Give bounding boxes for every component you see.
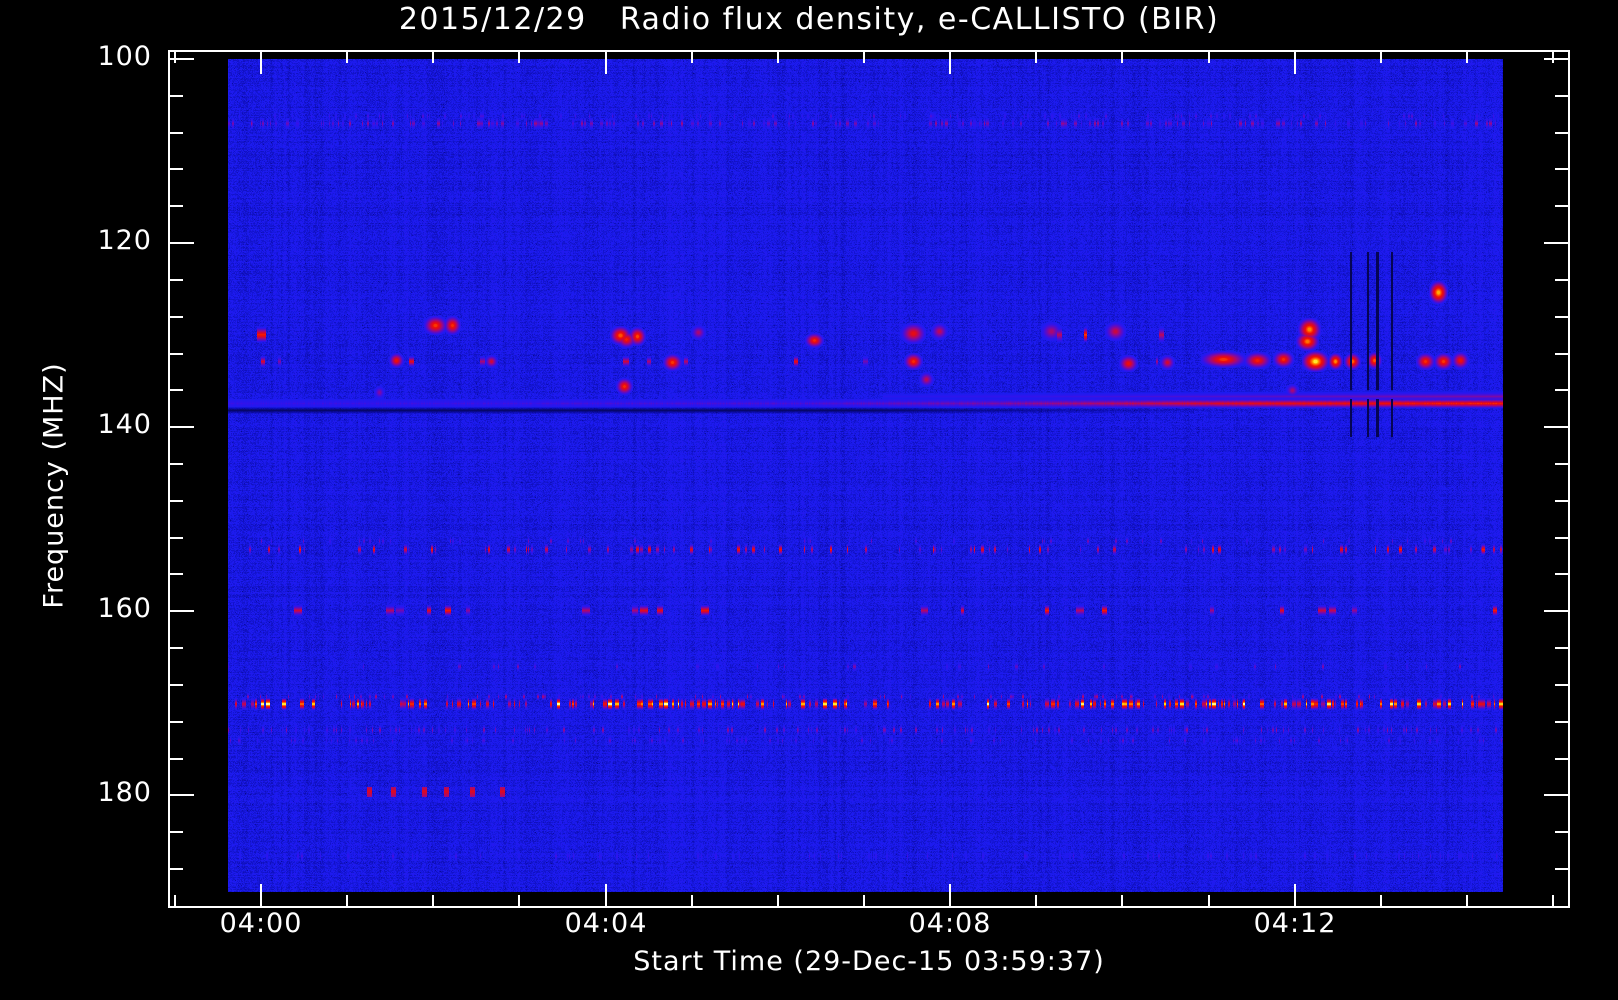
y-tick-minor-right-132 xyxy=(1555,353,1568,355)
y-tick-minor-116 xyxy=(170,205,183,207)
x-tick-minor-5 xyxy=(691,895,693,908)
y-tick-minor-right-172 xyxy=(1555,721,1568,723)
x-tick-minor-11 xyxy=(1208,895,1210,908)
y-tick-minor-right-168 xyxy=(1555,684,1568,686)
x-tick-minor-top-1 xyxy=(346,50,348,63)
y-tick-minor-132 xyxy=(170,353,183,355)
y-tick-major-right-120 xyxy=(1544,242,1568,244)
x-tick-minor-3 xyxy=(518,895,520,908)
x-tick-label-2: 04:08 xyxy=(908,908,992,939)
y-tick-label-120: 120 xyxy=(97,225,152,256)
y-tick-major-right-100 xyxy=(1544,58,1568,60)
y-tick-minor-104 xyxy=(170,95,183,97)
x-tick-major-top-1 xyxy=(605,50,607,74)
x-tick-minor-top-13 xyxy=(1380,50,1382,63)
x-tick-minor-top-6 xyxy=(777,50,779,63)
y-tick-major-160 xyxy=(170,610,194,612)
x-tick-minor-top-3 xyxy=(518,50,520,63)
y-tick-minor-148 xyxy=(170,500,183,502)
y-tick-minor-right-116 xyxy=(1555,205,1568,207)
y-tick-minor-168 xyxy=(170,684,183,686)
y-tick-minor-108 xyxy=(170,132,183,134)
y-axis-title: Frequency (MHZ) xyxy=(38,362,70,609)
y-tick-minor-164 xyxy=(170,647,183,649)
y-tick-major-180 xyxy=(170,794,194,796)
y-tick-minor-right-108 xyxy=(1555,132,1568,134)
x-tick-minor-top-11 xyxy=(1208,50,1210,63)
y-tick-minor-124 xyxy=(170,279,183,281)
y-tick-major-120 xyxy=(170,242,194,244)
x-tick-minor-1 xyxy=(346,895,348,908)
x-tick-label-0: 04:00 xyxy=(219,908,303,939)
x-tick-major-3 xyxy=(1294,884,1296,908)
y-tick-minor-136 xyxy=(170,389,183,391)
x-tick-minor-7 xyxy=(863,895,865,908)
y-tick-minor-right-156 xyxy=(1555,573,1568,575)
y-tick-minor-184 xyxy=(170,831,183,833)
y-tick-minor-144 xyxy=(170,463,183,465)
x-tick-label-1: 04:04 xyxy=(564,908,648,939)
y-tick-label-140: 140 xyxy=(97,409,152,440)
x-tick-minor-10 xyxy=(1121,895,1123,908)
y-tick-minor-right-152 xyxy=(1555,537,1568,539)
x-tick-major-0 xyxy=(260,884,262,908)
y-tick-minor-right-104 xyxy=(1555,95,1568,97)
y-tick-label-180: 180 xyxy=(97,777,152,808)
y-tick-major-right-180 xyxy=(1544,794,1568,796)
y-tick-minor-right-176 xyxy=(1555,758,1568,760)
y-tick-minor-152 xyxy=(170,537,183,539)
x-tick-major-top-0 xyxy=(260,50,262,74)
spectrogram-image xyxy=(228,59,1503,892)
y-tick-minor-right-148 xyxy=(1555,500,1568,502)
x-tick-minor-top-5 xyxy=(691,50,693,63)
y-tick-minor-right-164 xyxy=(1555,647,1568,649)
x-tick-major-2 xyxy=(949,884,951,908)
x-tick-major-1 xyxy=(605,884,607,908)
x-tick-minor-6 xyxy=(777,895,779,908)
x-tick-minor-top-10 xyxy=(1121,50,1123,63)
y-tick-minor-right-136 xyxy=(1555,389,1568,391)
x-tick-minor-top-2 xyxy=(432,50,434,63)
y-tick-minor-176 xyxy=(170,758,183,760)
x-tick-minor-top-9 xyxy=(1035,50,1037,63)
y-tick-minor-right-112 xyxy=(1555,168,1568,170)
y-tick-minor-right-128 xyxy=(1555,316,1568,318)
x-tick-minor-top-7 xyxy=(863,50,865,63)
y-tick-minor-right-124 xyxy=(1555,279,1568,281)
x-tick-minor-15 xyxy=(1552,895,1554,908)
y-tick-minor-right-184 xyxy=(1555,831,1568,833)
y-tick-minor-128 xyxy=(170,316,183,318)
y-tick-label-100: 100 xyxy=(97,41,152,72)
x-tick-minor-top--1 xyxy=(174,50,176,63)
x-tick-major-top-3 xyxy=(1294,50,1296,74)
y-tick-major-right-160 xyxy=(1544,610,1568,612)
y-tick-minor-172 xyxy=(170,721,183,723)
x-tick-minor-9 xyxy=(1035,895,1037,908)
x-tick-minor-2 xyxy=(432,895,434,908)
x-tick-minor-13 xyxy=(1380,895,1382,908)
y-tick-label-160: 160 xyxy=(97,593,152,624)
x-tick-minor-top-15 xyxy=(1552,50,1554,63)
y-tick-minor-right-144 xyxy=(1555,463,1568,465)
x-tick-label-3: 04:12 xyxy=(1253,908,1337,939)
page-title: 2015/12/29 Radio flux density, e-CALLIST… xyxy=(398,2,1220,37)
y-tick-minor-112 xyxy=(170,168,183,170)
y-tick-major-right-140 xyxy=(1544,426,1568,428)
y-tick-minor-188 xyxy=(170,868,183,870)
x-tick-minor-14 xyxy=(1466,895,1468,908)
y-tick-major-100 xyxy=(170,58,194,60)
x-tick-minor-top-14 xyxy=(1466,50,1468,63)
y-tick-minor-156 xyxy=(170,573,183,575)
y-tick-major-140 xyxy=(170,426,194,428)
y-tick-minor-right-188 xyxy=(1555,868,1568,870)
x-tick-major-top-2 xyxy=(949,50,951,74)
x-axis-title: Start Time (29-Dec-15 03:59:37) xyxy=(633,946,1105,977)
x-tick-minor--1 xyxy=(174,895,176,908)
